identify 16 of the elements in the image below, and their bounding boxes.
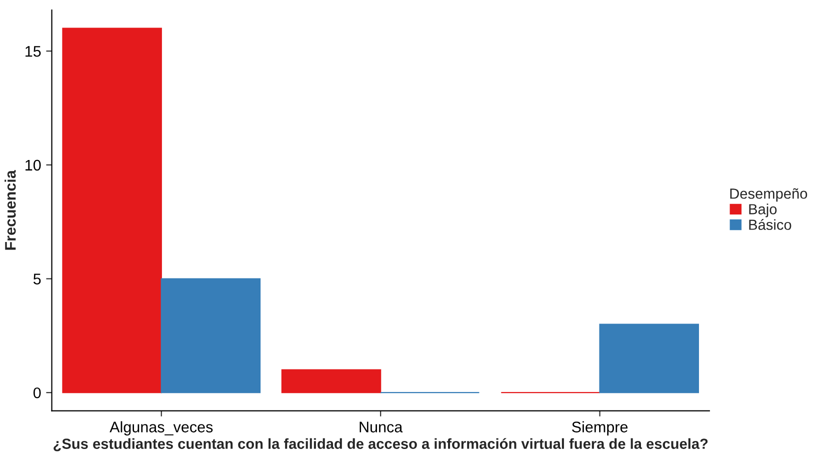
y-tick-label: 5 [33,274,41,284]
y-tick-label: 15 [26,46,41,57]
bar [62,28,162,394]
y-axis-title: Frecuencia [4,170,16,250]
bar [160,278,261,394]
x-tick-label: Nunca [360,422,403,432]
x-tick-label: Algunas_veces [110,421,213,436]
legend-label: Bajo [749,204,777,218]
bar [599,324,699,394]
legend-title: Desempeño [730,188,808,202]
x-axis-title: ¿Sus estudiantes cuentan con la facilidad de acceso a información virtual fuera de la escuela? [54,438,708,452]
legend-label: Básico [749,219,792,230]
x-tick-label: Siempre [572,421,628,436]
y-tick-label: 10 [26,160,41,171]
bar [281,369,382,394]
y-tick-label: 0 [33,387,41,398]
